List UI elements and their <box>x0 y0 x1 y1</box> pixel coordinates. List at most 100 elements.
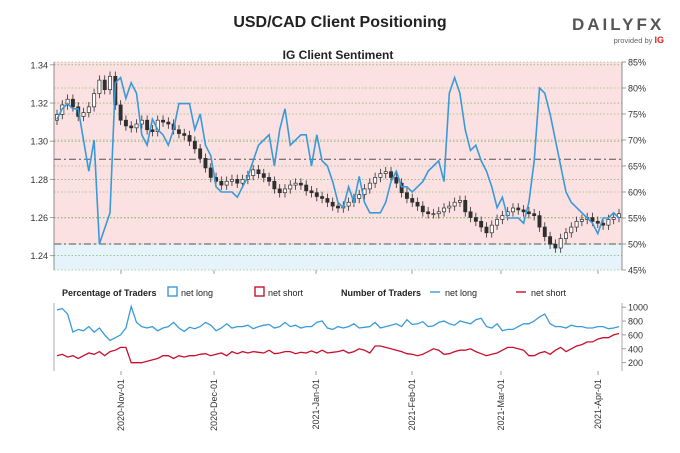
candle <box>404 192 409 199</box>
candle <box>569 226 574 234</box>
candle <box>420 205 425 213</box>
left-tick-label: 1.26 <box>30 213 48 223</box>
candle <box>70 98 75 108</box>
logo-text-b: FX <box>636 15 665 34</box>
candle <box>564 232 568 239</box>
candle <box>579 219 584 222</box>
candle <box>235 179 240 184</box>
candle <box>309 190 314 194</box>
candle <box>203 158 208 169</box>
candle <box>123 119 128 127</box>
bottom-tick-label: 400 <box>628 344 643 354</box>
candle <box>399 182 404 194</box>
page-title: USD/CAD Client Positioning <box>233 14 447 31</box>
candle <box>240 179 245 184</box>
right-tick-label: 65% <box>628 162 646 172</box>
candle <box>330 201 335 207</box>
bottom-tick-label: 1000 <box>628 303 648 313</box>
candle <box>187 135 192 142</box>
candle <box>489 224 494 234</box>
candle <box>161 119 165 123</box>
candle <box>611 217 616 220</box>
provided-by: provided by IG <box>572 35 664 45</box>
candle <box>463 199 468 213</box>
x-tick-label: 2020-Nov-01 <box>116 379 126 431</box>
candle <box>166 121 171 125</box>
candle <box>288 184 293 190</box>
candle <box>97 79 102 94</box>
short-zone <box>54 62 622 244</box>
legend-number-title: Number of Traders <box>341 288 421 298</box>
candle <box>468 211 473 218</box>
right-tick-label: 50% <box>628 240 646 250</box>
candle <box>542 226 547 237</box>
traders-net-short-line <box>56 332 620 364</box>
candle <box>367 182 372 190</box>
left-tick-label: 1.28 <box>30 175 48 185</box>
candle <box>442 207 446 213</box>
candle <box>484 226 489 234</box>
candle <box>373 177 378 184</box>
candle <box>479 220 484 228</box>
candle <box>176 129 181 134</box>
candle <box>219 180 224 186</box>
left-tick-label: 1.34 <box>30 60 48 70</box>
left-tick-label: 1.30 <box>30 137 48 147</box>
candle <box>431 213 436 216</box>
candle <box>590 217 595 222</box>
traders-net-long-line <box>56 304 620 342</box>
candle <box>595 220 600 224</box>
candle <box>553 243 558 249</box>
candle <box>65 98 70 106</box>
candle <box>526 211 531 215</box>
right-tick-label: 55% <box>628 214 646 224</box>
x-tick-label: 2020-Dec-01 <box>209 379 219 431</box>
candle <box>320 196 325 199</box>
candle <box>394 177 399 184</box>
legend-num-net-long: net long <box>445 288 477 298</box>
bottom-tick-label: 600 <box>628 330 643 340</box>
candle <box>272 180 277 190</box>
candle <box>457 199 462 203</box>
candle <box>192 140 197 150</box>
candle <box>532 213 537 216</box>
x-tick-label: 2021-Jan-01 <box>311 379 321 430</box>
candle <box>108 75 112 91</box>
candle <box>283 188 287 194</box>
candle <box>314 192 319 197</box>
legend-swatch-long <box>167 286 178 297</box>
x-tick-label: 2021-Feb-01 <box>407 379 417 431</box>
candle <box>336 205 340 209</box>
candle <box>574 220 579 228</box>
candle <box>521 209 526 213</box>
logo-wordmark: DAILYFX <box>572 16 664 34</box>
candle <box>537 215 542 228</box>
right-tick-label: 60% <box>628 188 646 198</box>
bottom-tick-label: 200 <box>628 358 643 368</box>
sentiment-line <box>56 75 620 245</box>
traders-panel: 200 400 600 800 1000 <box>53 303 648 371</box>
candle <box>436 211 441 215</box>
right-tick-label: 80% <box>628 84 646 94</box>
left-tick-label: 1.32 <box>30 99 48 109</box>
main-panel: 45% 50% 55% 60% 65% 70% 75% 80% 85% 1.24 1.26 1.28 1… <box>30 58 646 276</box>
candle <box>410 198 415 203</box>
main-chart-title: IG Client Sentiment <box>283 48 394 62</box>
candle <box>325 198 330 203</box>
candle <box>357 194 362 199</box>
candle <box>230 179 234 182</box>
long-zone <box>54 244 622 270</box>
right-tick-label: 75% <box>628 110 646 120</box>
candle <box>304 184 309 192</box>
provided-by-text: provided by <box>613 36 653 45</box>
candle <box>426 211 431 215</box>
legend-pct-net-short: net short <box>268 288 304 298</box>
legend: Percentage of Traders net long net short Nu… <box>62 286 567 298</box>
provider-name: IG <box>654 35 664 45</box>
candle <box>251 169 256 176</box>
candle <box>495 219 500 226</box>
candle <box>198 148 203 159</box>
candle <box>256 169 261 174</box>
candle <box>118 104 123 121</box>
